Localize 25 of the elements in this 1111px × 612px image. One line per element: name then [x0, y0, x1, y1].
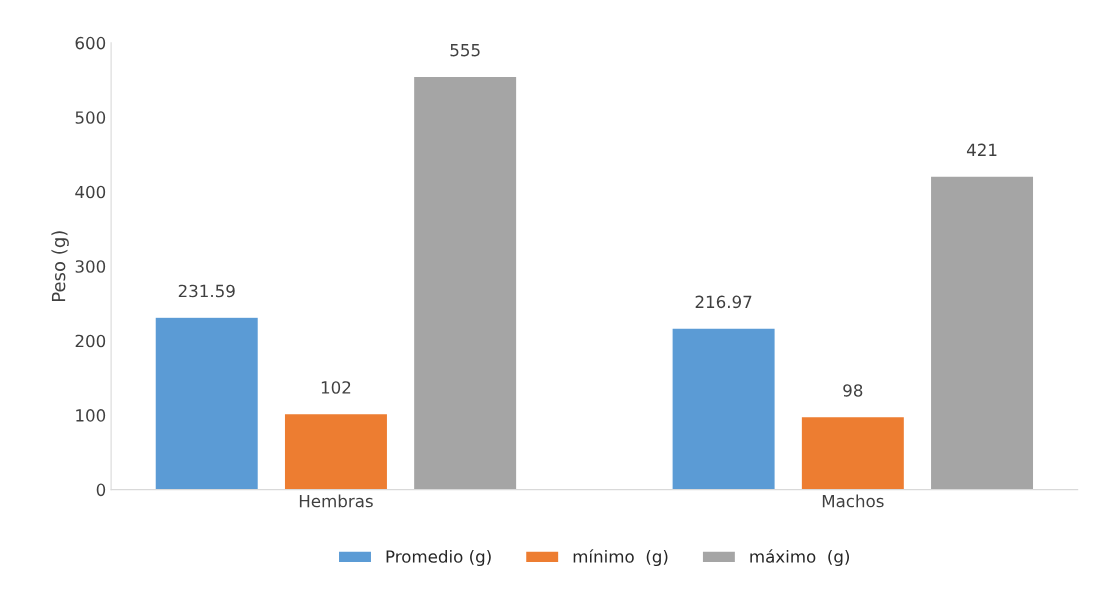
y-axis-title: Peso (g) — [51, 231, 69, 301]
bar — [800, 415, 906, 490]
y-tick-label: 400 — [75, 185, 106, 199]
data-label: 231.59 — [178, 284, 235, 298]
data-label: 216.97 — [695, 295, 752, 309]
y-tick-label: 600 — [75, 36, 106, 50]
y-tick-label: 300 — [75, 260, 106, 273]
data-label: 98 — [843, 384, 863, 397]
y-tick-label: 100 — [76, 409, 106, 422]
bar — [283, 412, 389, 490]
legend-label: mínimo (g) — [573, 549, 668, 567]
legend-label: máximo (g) — [750, 549, 849, 567]
y-tick-label: 500 — [75, 111, 106, 124]
legend-label: Promedio (g) — [386, 549, 491, 567]
x-tick-label: Machos — [822, 494, 884, 508]
x-tick-label: Hembras — [299, 494, 373, 508]
data-label: 421 — [966, 143, 997, 156]
bar — [412, 75, 518, 490]
data-label: 102 — [321, 381, 351, 394]
y-tick-label: 0 — [96, 483, 106, 497]
bar — [671, 327, 776, 490]
bar — [154, 316, 260, 490]
data-label: 555 — [450, 44, 480, 57]
y-tick-label: 200 — [75, 334, 106, 348]
bar — [929, 175, 1035, 490]
